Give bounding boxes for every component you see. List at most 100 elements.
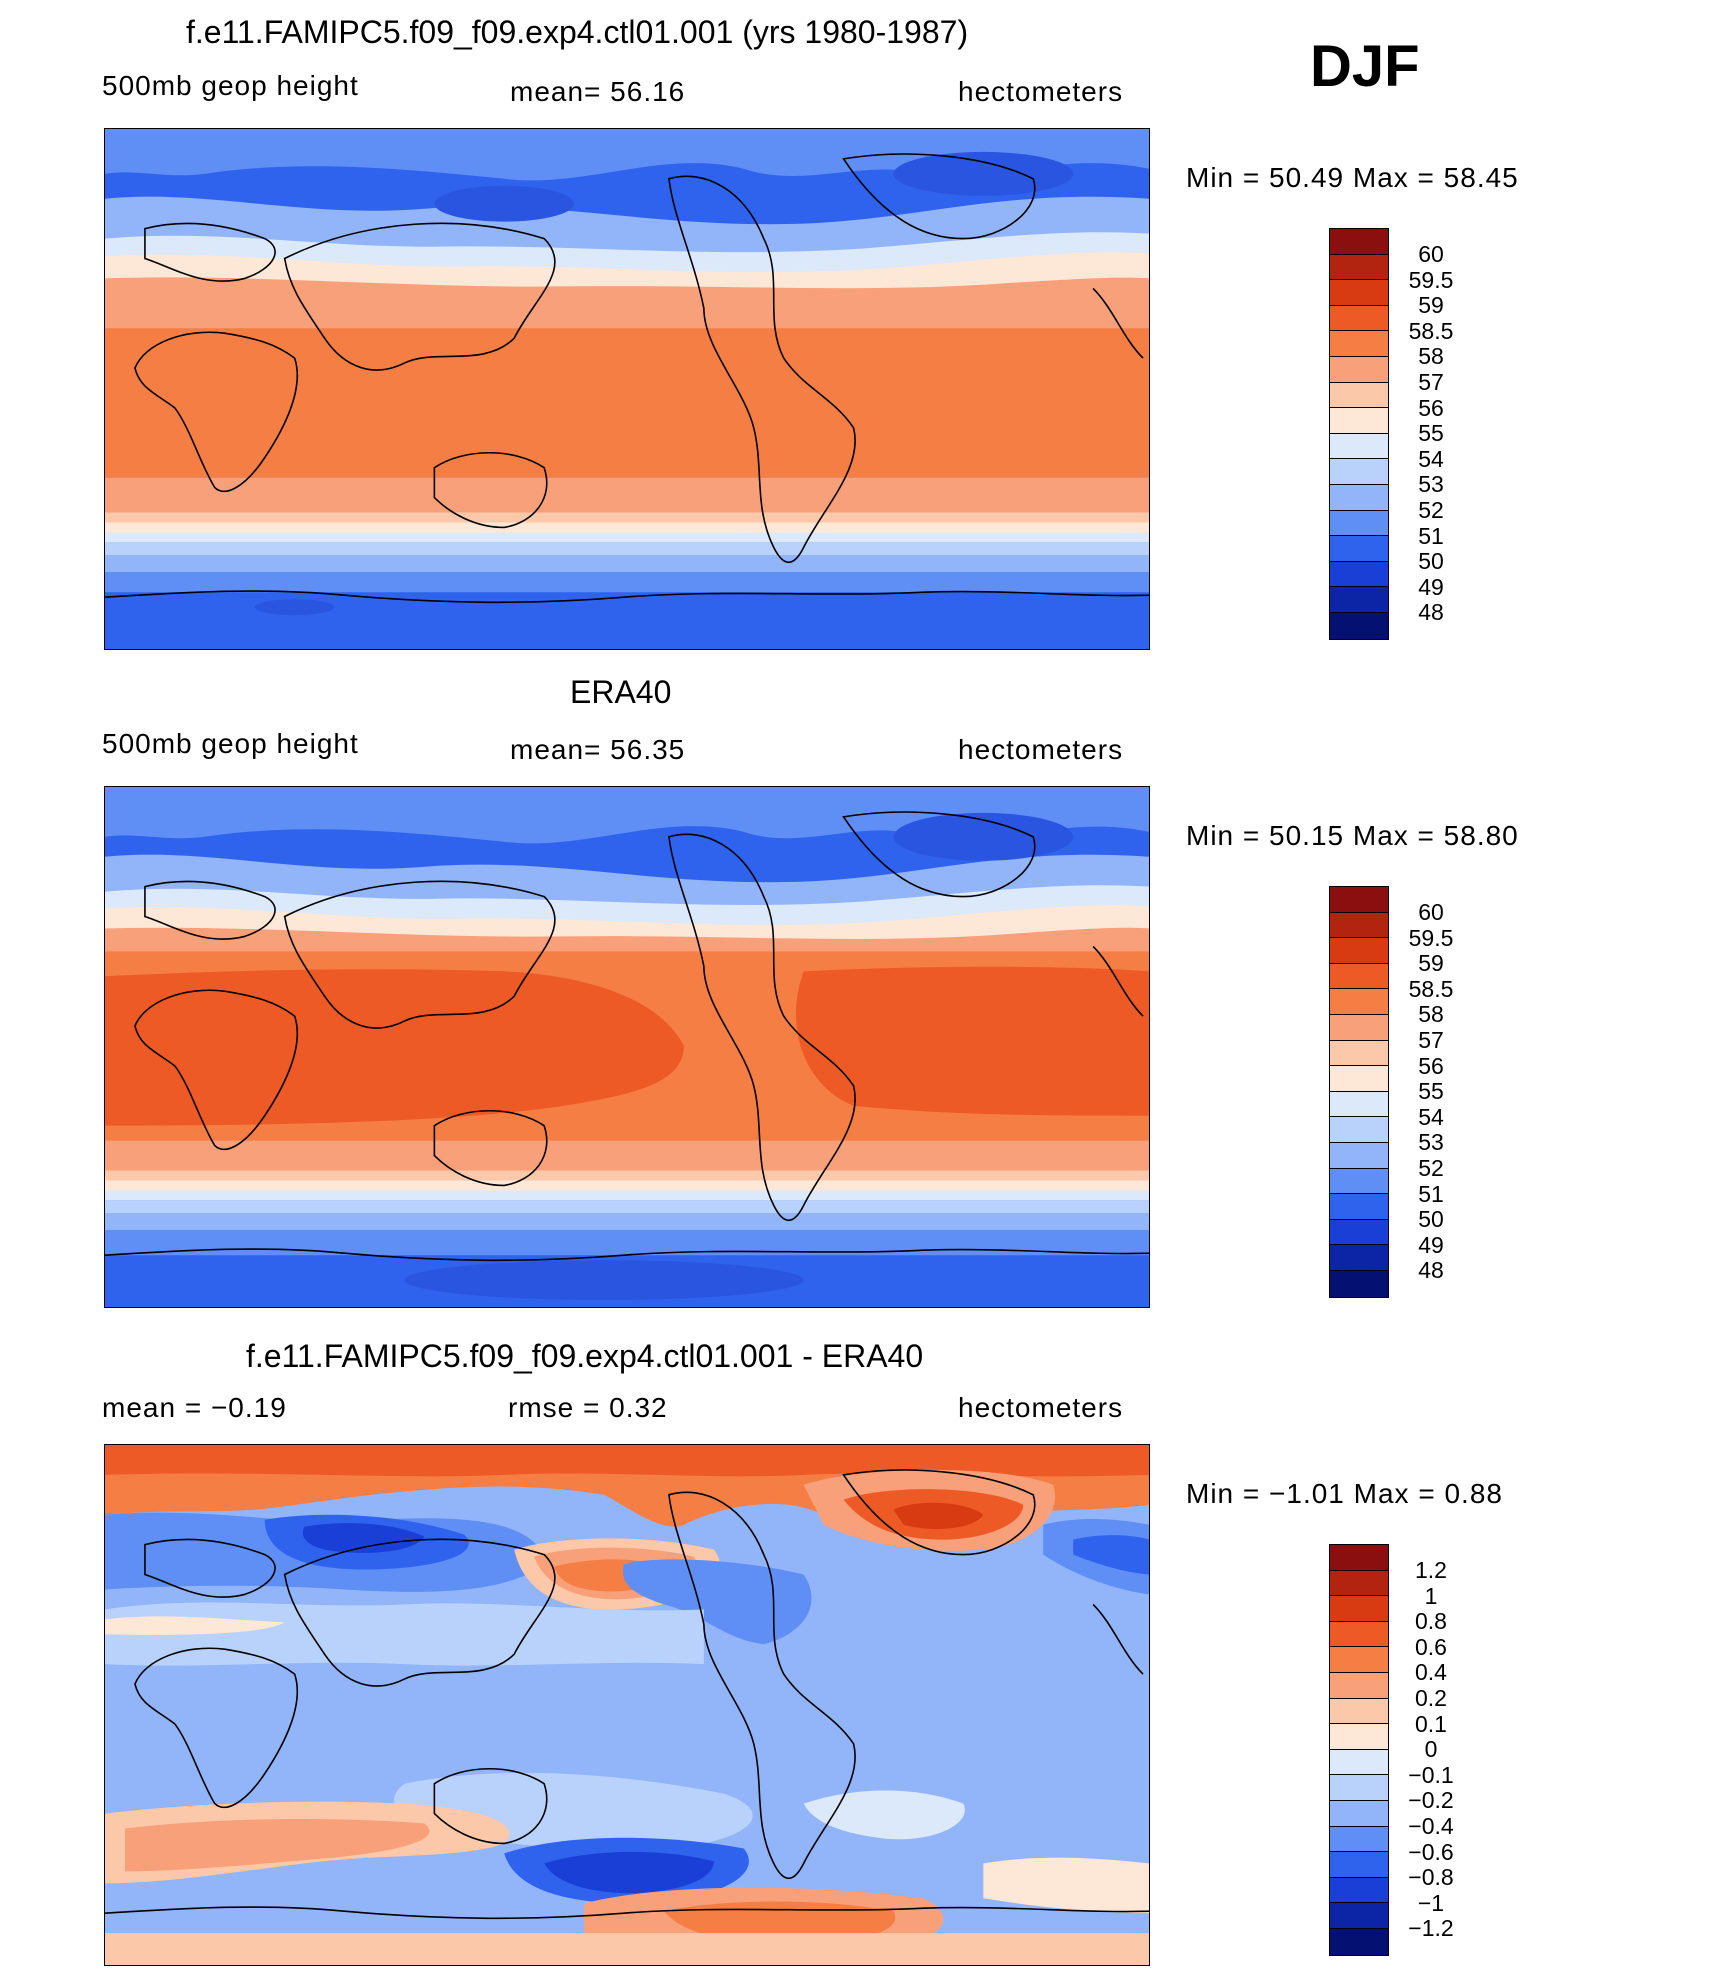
colorbar-tick-label: −1 [1417,1889,1445,1916]
colorbar-swatch [1330,587,1388,613]
colorbar-tick-label: 55 [1418,420,1444,447]
season-label: DJF [1310,34,1420,99]
colorbar-tick-label: 59 [1418,292,1444,319]
colorbar-swatch [1330,1596,1388,1622]
colorbar-swatch [1330,1545,1388,1571]
panel1-variable-label: 500mb geop height [102,70,359,101]
colorbar-tick-label: 50 [1418,548,1444,575]
colorbar-swatch [1330,1749,1388,1776]
colorbar-swatch [1330,1168,1388,1195]
panel2-variable-label: 500mb geop height [102,728,359,759]
colorbar-swatch [1330,1647,1388,1673]
colorbar-swatch [1330,989,1388,1015]
panel2-colorbar [1329,886,1389,1298]
colorbar-tick-label: −1.2 [1408,1915,1454,1942]
colorbar-tick-label: 0.8 [1415,1608,1447,1635]
colorbar-tick-label: 50 [1418,1206,1444,1233]
colorbar-swatch [1330,382,1388,409]
colorbar-swatch [1330,1775,1388,1801]
panel3-colorbar [1329,1544,1389,1956]
colorbar-tick-label: 60 [1418,241,1444,267]
panel2-map [104,786,1150,1308]
panel1-units-label: hectometers [958,76,1124,107]
colorbar-tick-label: 1.2 [1415,1557,1447,1583]
colorbar-swatch [1330,1698,1388,1725]
colorbar-tick-label: 54 [1418,445,1444,472]
colorbar-swatch [1330,1194,1388,1220]
colorbar-swatch [1330,1621,1388,1648]
colorbar-tick-label: 49 [1418,573,1444,600]
colorbar-tick-label: 51 [1418,1180,1444,1207]
colorbar-tick-label: 56 [1418,394,1444,421]
colorbar-swatch [1330,484,1388,511]
colorbar-swatch [1330,1245,1388,1271]
panel2-units-label: hectometers [958,734,1124,765]
colorbar-tick-label: 58.5 [1408,975,1454,1002]
colorbar-tick-label: 58 [1418,343,1444,370]
panel2-title: ERA40 [570,674,672,710]
colorbar-tick-label: 59 [1418,950,1444,977]
colorbar-tick-label: 0.6 [1415,1633,1447,1660]
colorbar-swatch [1330,612,1388,639]
panel3-rmse-label: rmse = 0.32 [508,1392,668,1423]
colorbar-swatch [1330,229,1388,255]
colorbar-tick-label: 54 [1418,1103,1444,1130]
colorbar-swatch [1330,1852,1388,1878]
colorbar-tick-label: 51 [1418,522,1444,549]
colorbar-tick-label: 0.2 [1415,1685,1447,1711]
panel1-colorbar [1329,228,1389,640]
colorbar-swatch [1330,280,1388,306]
panel1-title: f.e11.FAMIPC5.f09_f09.exp4.ctl01.001 (yr… [186,14,969,50]
colorbar-tick-label: −0.4 [1408,1813,1454,1839]
colorbar-tick-label: 0.1 [1415,1710,1447,1737]
panel1-minmax: Min = 50.49 Max = 58.45 [1186,162,1519,193]
colorbar-tick-label: 57 [1418,369,1444,395]
colorbar-swatch [1330,1826,1388,1853]
panel3-units-label: hectometers [958,1392,1124,1423]
colorbar-swatch [1330,1014,1388,1041]
colorbar-tick-label: 59.5 [1408,924,1454,951]
colorbar-tick-label: 55 [1418,1078,1444,1105]
colorbar-tick-label: 52 [1418,497,1444,523]
colorbar-tick-label: −0.1 [1408,1761,1454,1788]
colorbar-swatch [1330,963,1388,990]
colorbar-swatch [1330,1672,1388,1699]
colorbar-swatch [1330,1724,1388,1750]
colorbar-swatch [1330,356,1388,383]
colorbar-tick-label: 57 [1418,1027,1444,1053]
colorbar-swatch [1330,1091,1388,1118]
panel3-mean-label: mean = −0.19 [102,1392,287,1423]
colorbar-swatch [1330,331,1388,357]
colorbar-swatch [1330,536,1388,562]
panel1-map [104,128,1150,650]
colorbar-swatch [1330,510,1388,537]
colorbar-swatch [1330,561,1388,588]
colorbar-swatch [1330,408,1388,434]
colorbar-swatch [1330,1800,1388,1827]
panel3-title: f.e11.FAMIPC5.f09_f09.exp4.ctl01.001 - E… [246,1338,924,1374]
panel2-minmax: Min = 50.15 Max = 58.80 [1186,820,1519,851]
colorbar-tick-label: 53 [1418,1129,1444,1156]
colorbar-swatch [1330,1570,1388,1597]
colorbar-swatch [1330,1928,1388,1955]
colorbar-swatch [1330,1040,1388,1067]
colorbar-swatch [1330,1066,1388,1092]
colorbar-swatch [1330,912,1388,939]
colorbar-tick-label: 48 [1418,1257,1444,1284]
colorbar-tick-label: 58 [1418,1001,1444,1028]
colorbar-swatch [1330,254,1388,281]
colorbar-swatch [1330,433,1388,460]
colorbar-tick-label: 52 [1418,1155,1444,1181]
panel3-map [104,1444,1150,1966]
colorbar-swatch [1330,938,1388,964]
colorbar-tick-label: −0.8 [1408,1864,1454,1891]
panel3-minmax: Min = −1.01 Max = 0.88 [1186,1478,1503,1509]
colorbar-tick-label: −0.6 [1408,1838,1454,1865]
colorbar-tick-label: 59.5 [1408,266,1454,293]
colorbar-tick-label: 60 [1418,899,1444,925]
panel2-mean-label: mean= 56.35 [510,734,686,765]
colorbar-swatch [1330,1877,1388,1904]
panel1-mean-label: mean= 56.16 [510,76,686,107]
colorbar-swatch [1330,459,1388,485]
colorbar-tick-label: 0.4 [1415,1659,1447,1686]
